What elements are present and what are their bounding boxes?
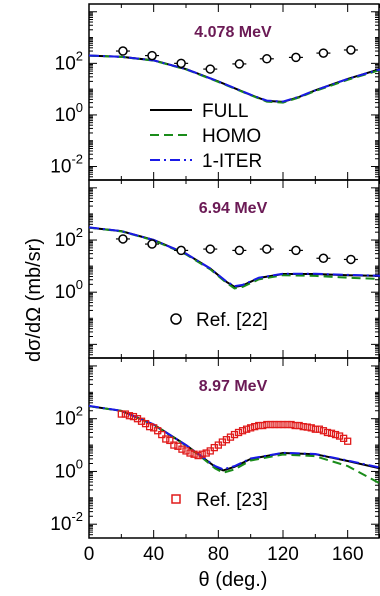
exp-point [279, 420, 287, 429]
panel-3: 102 100 10-2 8.97 MeV Ref. [23] 0 40 80 120 160 [50, 357, 380, 565]
y-tick-label: 100 [55, 277, 83, 303]
exp-point [331, 430, 340, 439]
exp-point [259, 421, 267, 430]
y-tick-label: 102 [55, 404, 83, 430]
exp-point [170, 441, 178, 449]
exp-point [299, 422, 307, 431]
exp-point [318, 253, 329, 264]
exp-point [238, 427, 247, 435]
exp-point [121, 410, 130, 418]
exp-point [154, 427, 162, 435]
legend-label-1-iter: 1-ITER [202, 151, 262, 172]
exp-point [251, 422, 259, 431]
exp-point [205, 244, 215, 254]
exp-legend-label: Ref. [22] [196, 310, 268, 331]
x-tick-label: 0 [84, 544, 95, 565]
exp-point [234, 428, 243, 437]
exp-point [162, 435, 170, 443]
legend-label-full: FULL [202, 101, 248, 122]
exp-point [182, 447, 190, 455]
exp-point [295, 421, 303, 430]
exp-point [346, 254, 356, 265]
series-full-line [88, 54, 380, 103]
exp-point [275, 420, 283, 429]
legend-label-homo: HOMO [202, 126, 261, 147]
exp-point [327, 429, 336, 437]
exp-point [118, 234, 128, 244]
y-tick-label: 102 [55, 48, 83, 74]
exp-legend-marker [170, 313, 182, 325]
exp-point [271, 420, 279, 429]
series-homo-line [88, 226, 380, 290]
x-axis-title: θ (deg.) [199, 569, 268, 591]
x-tick-label: 80 [208, 544, 229, 565]
panel-2: 102 100 6.94 MeV Ref. [22] [55, 179, 380, 359]
energy-label: 4.078 MeV [194, 24, 272, 41]
energy-label: 6.94 MeV [199, 200, 268, 217]
energy-label: 8.97 MeV [199, 378, 268, 395]
exp-legend-label: Ref. [23] [196, 490, 268, 511]
exp-point [262, 244, 272, 254]
exp-point [307, 424, 315, 432]
exp-point [247, 424, 255, 432]
exp-point [242, 425, 251, 433]
exp-point [335, 432, 344, 440]
exp-point [283, 420, 291, 429]
exp-point [323, 428, 332, 437]
exp-point [205, 64, 215, 74]
exp-point [186, 449, 194, 457]
exp-legend-marker [171, 494, 181, 504]
x-tick-label: 120 [267, 544, 299, 565]
exp-point [158, 430, 166, 439]
exp-point [178, 445, 186, 453]
x-tick-label: 40 [143, 544, 164, 565]
exp-point [230, 430, 239, 439]
exp-point [291, 52, 301, 63]
panel-1: 102 100 10-2 4.078 MeV FULL HOMO 1-ITER [50, 3, 380, 181]
exp-point [198, 450, 206, 458]
y-tick-label: 100 [55, 456, 83, 482]
exp-point [263, 420, 271, 429]
exp-point [346, 45, 356, 55]
exp-point [194, 451, 202, 460]
exp-point [234, 59, 245, 69]
exp-point [291, 421, 299, 430]
exp-point [318, 48, 329, 58]
exp-point [117, 410, 125, 418]
exp-point [147, 239, 157, 249]
y-tick-label: 10-2 [50, 509, 83, 535]
exp-point [255, 421, 263, 430]
x-tick-label: 160 [332, 544, 364, 565]
y-axis-title: dσ/dΩ (mb/sr) [23, 238, 45, 362]
exp-point [234, 245, 245, 256]
exp-point [176, 58, 186, 69]
exp-point [118, 46, 128, 56]
exp-point [267, 420, 275, 429]
exp-point [311, 425, 319, 433]
exp-point [125, 412, 134, 420]
exp-point [166, 436, 174, 445]
exp-point [344, 437, 352, 445]
exp-point [303, 423, 311, 431]
exp-point [145, 422, 154, 431]
exp-point [129, 412, 138, 421]
exp-point [176, 245, 186, 256]
exp-point [262, 54, 272, 64]
exp-point [147, 50, 157, 61]
exp-point [319, 427, 328, 435]
y-tick-label: 10-2 [50, 152, 83, 178]
exp-point [291, 245, 301, 256]
exp-point [315, 425, 324, 433]
series-1-iter-line [88, 54, 380, 103]
y-tick-label: 100 [55, 100, 83, 126]
exp-point [287, 420, 295, 429]
series-homo-line [88, 54, 380, 104]
y-tick-label: 102 [55, 225, 83, 251]
exp-point [190, 450, 198, 458]
series-full-line [88, 226, 380, 288]
series-1-iter-line [88, 226, 380, 288]
exp-point [202, 449, 210, 457]
